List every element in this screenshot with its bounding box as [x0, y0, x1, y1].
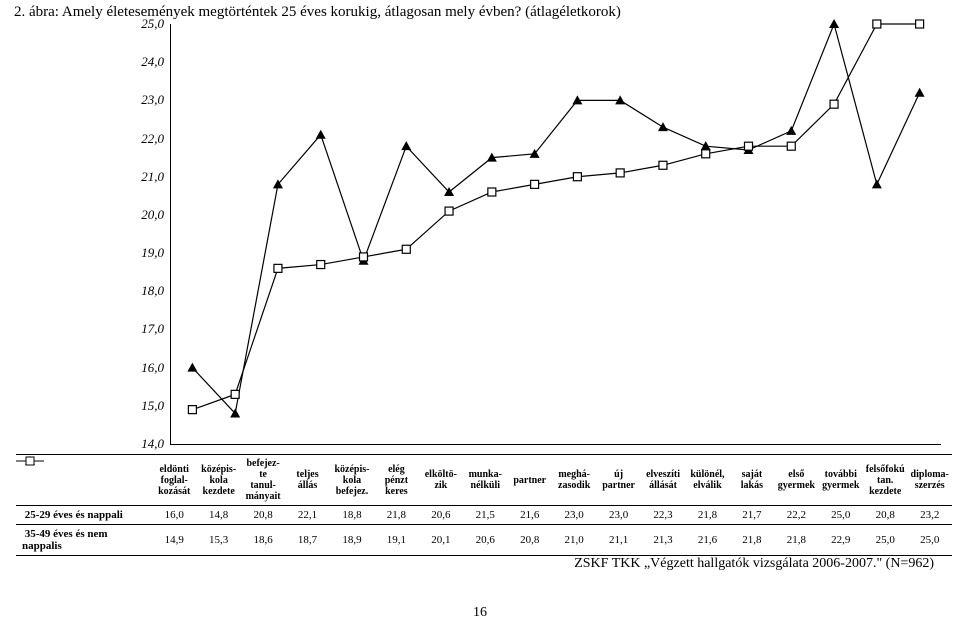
y-tick-label: 23,0: [120, 92, 164, 108]
y-tick-label: 24,0: [120, 54, 164, 70]
y-tick-label: 19,0: [120, 245, 164, 261]
footnote-text: ZSKF TKK „Végzett hallgatók vizsgálata 2…: [574, 556, 934, 572]
row-header: 35-49 éves és nem nappalis: [16, 525, 152, 556]
page-number: 16: [0, 605, 960, 621]
y-tick-label: 15,0: [120, 398, 164, 414]
y-tick-label: 16,0: [120, 360, 164, 376]
chart-svg: [171, 24, 941, 444]
page-root: 2. ábra: Amely életesemények megtörténte…: [0, 0, 960, 627]
plot-area: [170, 24, 941, 445]
line-chart: 14,015,016,017,018,019,020,021,022,023,0…: [120, 24, 940, 444]
y-tick-label: 18,0: [120, 283, 164, 299]
y-tick-label: 25,0: [120, 16, 164, 32]
chart-title: 2. ábra: Amely életesemények megtörténte…: [14, 4, 621, 21]
y-tick-label: 17,0: [120, 321, 164, 337]
data-table: eldöntifoglal-kozásátközépis-kolakezdete…: [16, 454, 952, 556]
y-tick-label: 14,0: [120, 436, 164, 452]
table-row: 35-49 éves és nem nappalis14,915,318,618…: [16, 525, 952, 556]
y-tick-label: 22,0: [120, 131, 164, 147]
y-tick-label: 20,0: [120, 207, 164, 223]
y-tick-label: 21,0: [120, 169, 164, 185]
